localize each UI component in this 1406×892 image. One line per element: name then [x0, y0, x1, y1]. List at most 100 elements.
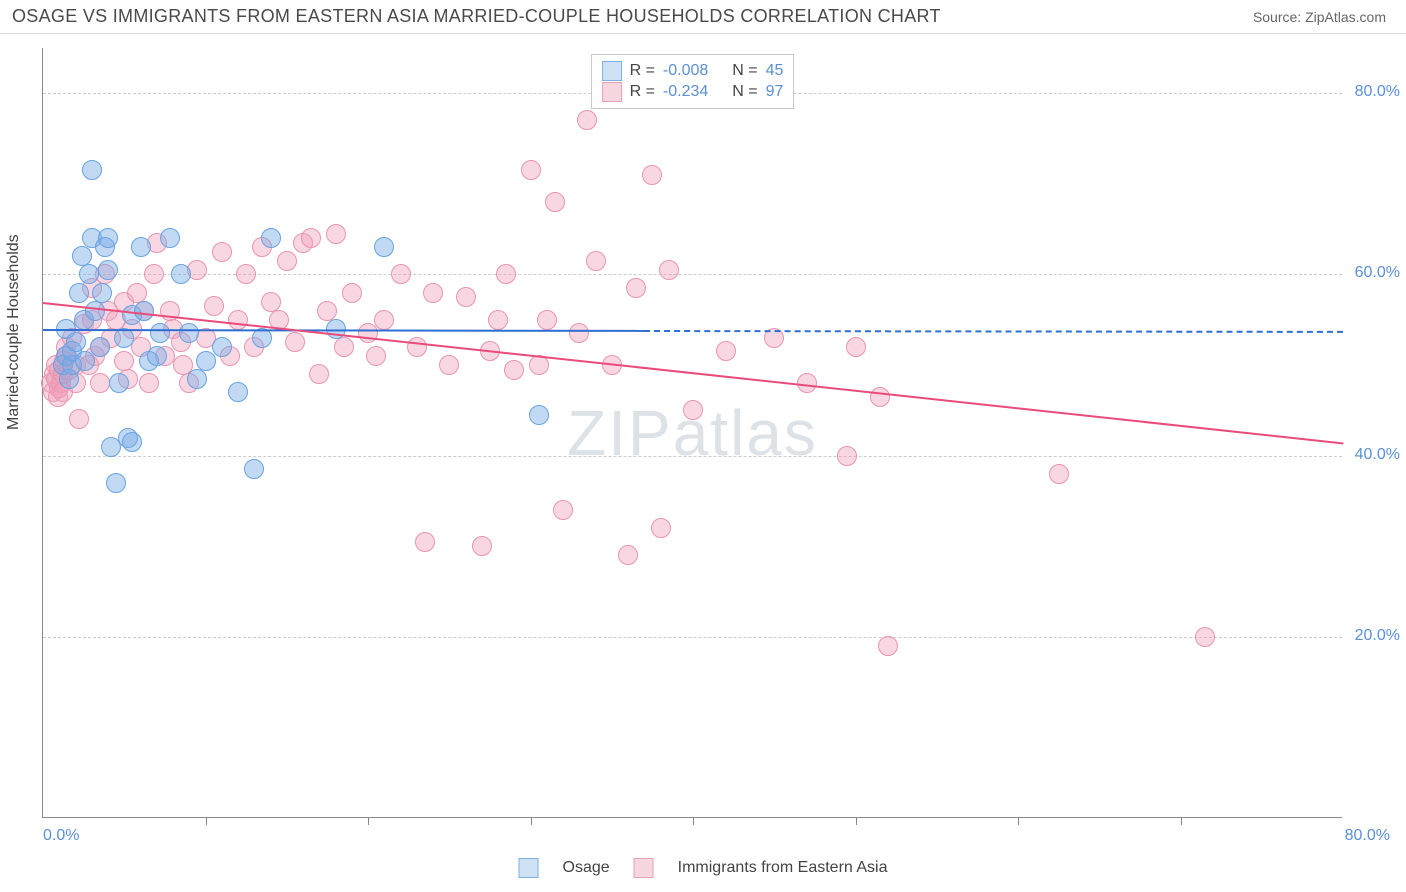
x-tick: [1018, 817, 1019, 825]
x-tick: [1181, 817, 1182, 825]
scatter-point: [651, 518, 671, 538]
x-tick-label-min: 0.0%: [43, 827, 79, 845]
y-tick-label: 40.0%: [1355, 446, 1400, 464]
scatter-point: [569, 323, 589, 343]
scatter-point: [171, 264, 191, 284]
legend-r-prefix: R =: [630, 62, 655, 80]
scatter-point: [285, 332, 305, 352]
scatter-point: [837, 446, 857, 466]
scatter-point: [870, 387, 890, 407]
scatter-point: [1195, 627, 1215, 647]
scatter-point: [139, 373, 159, 393]
chart-title: OSAGE VS IMMIGRANTS FROM EASTERN ASIA MA…: [12, 6, 941, 27]
scatter-point: [92, 283, 112, 303]
x-tick: [856, 817, 857, 825]
legend-n-b: 97: [766, 83, 784, 101]
chart-plot-area: ZIPatlas R = -0.008 N = 45 R = -0.234 N …: [42, 48, 1342, 818]
scatter-point: [626, 278, 646, 298]
scatter-point: [423, 283, 443, 303]
scatter-point: [391, 264, 411, 284]
scatter-point: [456, 287, 476, 307]
scatter-point: [537, 310, 557, 330]
scatter-point: [716, 341, 736, 361]
scatter-point: [90, 373, 110, 393]
scatter-point: [204, 296, 224, 316]
legend-row-b: R = -0.234 N = 97: [602, 82, 784, 102]
scatter-point: [244, 459, 264, 479]
scatter-point: [179, 323, 199, 343]
swatch-series-a-icon: [602, 61, 622, 81]
scatter-point: [586, 251, 606, 271]
scatter-point: [131, 237, 151, 257]
x-tick: [206, 817, 207, 825]
y-axis-title: Married-couple Households: [5, 234, 23, 430]
swatch-series-a-icon: [519, 858, 539, 878]
scatter-point: [212, 337, 232, 357]
x-tick: [531, 817, 532, 825]
y-tick-label: 20.0%: [1355, 627, 1400, 645]
x-tick: [368, 817, 369, 825]
legend-r-prefix: R =: [630, 83, 655, 101]
scatter-point: [521, 160, 541, 180]
legend-r-b: -0.234: [663, 83, 708, 101]
trend-line: [644, 330, 1343, 333]
scatter-point: [659, 260, 679, 280]
trend-line: [43, 302, 1343, 444]
scatter-point: [472, 536, 492, 556]
scatter-point: [212, 242, 232, 262]
scatter-point: [72, 246, 92, 266]
legend-label-a: Osage: [563, 859, 610, 877]
scatter-point: [150, 323, 170, 343]
x-tick: [693, 817, 694, 825]
scatter-point: [342, 283, 362, 303]
legend-row-a: R = -0.008 N = 45: [602, 61, 784, 81]
swatch-series-b-icon: [602, 82, 622, 102]
scatter-point: [317, 301, 337, 321]
scatter-point: [127, 283, 147, 303]
scatter-point: [504, 360, 524, 380]
scatter-point: [374, 237, 394, 257]
scatter-point: [374, 310, 394, 330]
legend-n-prefix: N =: [732, 83, 757, 101]
scatter-point: [496, 264, 516, 284]
scatter-point: [334, 337, 354, 357]
scatter-point: [69, 283, 89, 303]
scatter-point: [846, 337, 866, 357]
chart-header: OSAGE VS IMMIGRANTS FROM EASTERN ASIA MA…: [0, 0, 1406, 34]
scatter-point: [85, 301, 105, 321]
scatter-point: [309, 364, 329, 384]
scatter-point: [147, 346, 167, 366]
scatter-point: [228, 382, 248, 402]
scatter-point: [415, 532, 435, 552]
y-tick-label: 60.0%: [1355, 264, 1400, 282]
scatter-point: [1049, 464, 1069, 484]
scatter-point: [82, 160, 102, 180]
legend-n-prefix: N =: [732, 62, 757, 80]
legend-r-a: -0.008: [663, 62, 708, 80]
scatter-point: [109, 373, 129, 393]
scatter-point: [683, 400, 703, 420]
scatter-point: [488, 310, 508, 330]
scatter-point: [261, 228, 281, 248]
swatch-series-b-icon: [634, 858, 654, 878]
legend-label-b: Immigrants from Eastern Asia: [678, 859, 888, 877]
scatter-point: [196, 351, 216, 371]
legend-correlation-box: R = -0.008 N = 45 R = -0.234 N = 97: [591, 54, 795, 109]
scatter-point: [160, 228, 180, 248]
scatter-point: [261, 292, 281, 312]
scatter-point: [69, 409, 89, 429]
scatter-point: [90, 337, 110, 357]
legend-n-a: 45: [766, 62, 784, 80]
scatter-point: [187, 369, 207, 389]
scatter-point: [98, 228, 118, 248]
scatter-point: [79, 264, 99, 284]
scatter-point: [366, 346, 386, 366]
scatter-point: [529, 405, 549, 425]
scatter-point: [577, 110, 597, 130]
legend-bottom: Osage Immigrants from Eastern Asia: [519, 858, 888, 878]
chart-source: Source: ZipAtlas.com: [1253, 9, 1386, 25]
x-tick-label-max: 80.0%: [1345, 827, 1390, 845]
scatter-point: [545, 192, 565, 212]
scatter-point: [228, 310, 248, 330]
scatter-point: [98, 260, 118, 280]
